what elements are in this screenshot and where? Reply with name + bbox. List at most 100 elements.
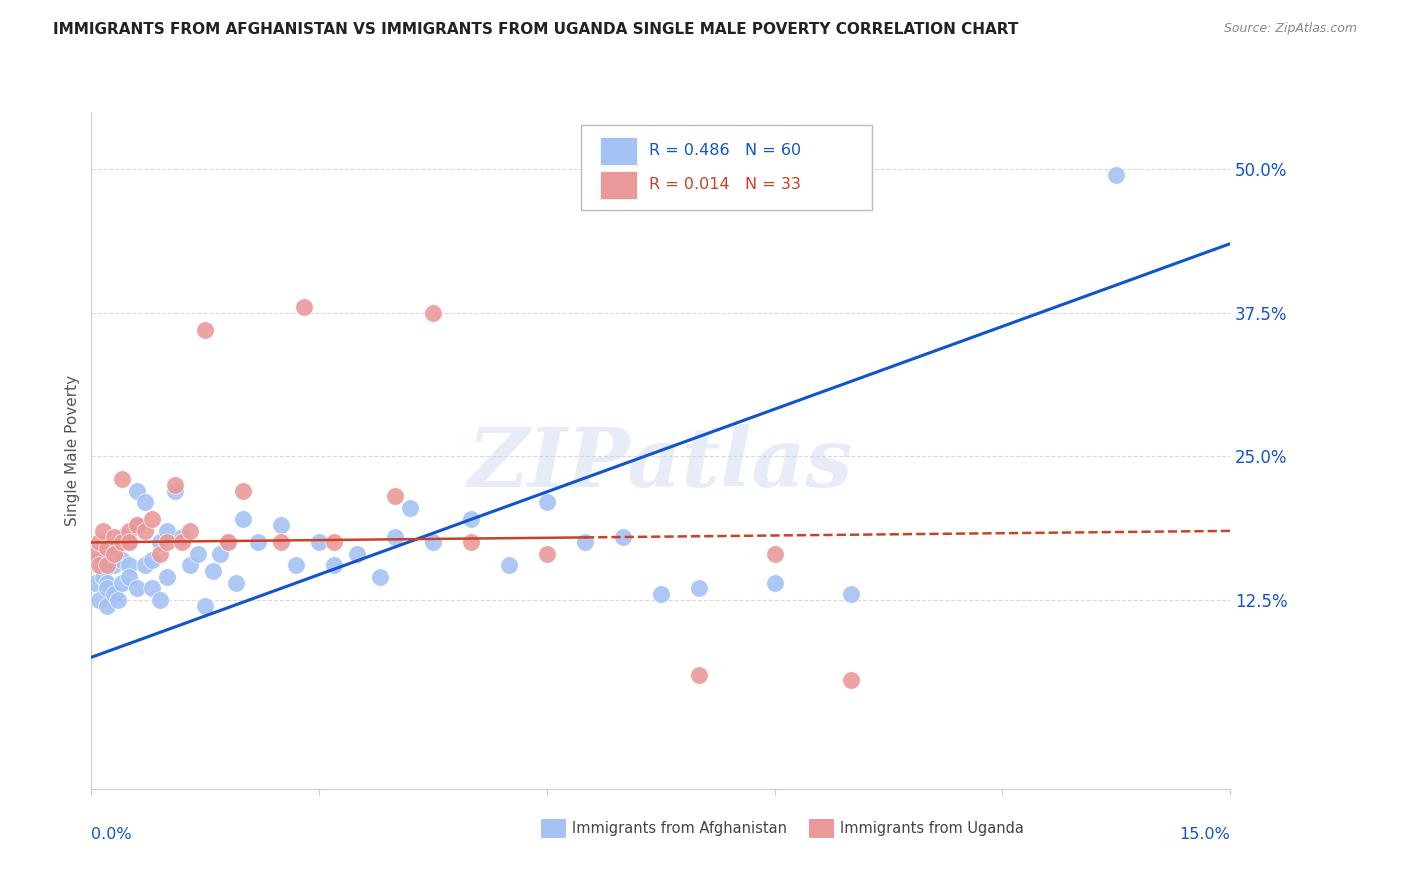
Point — [323, 535, 346, 549]
Point — [134, 524, 156, 538]
Point — [688, 582, 710, 596]
Point — [96, 582, 118, 596]
Point — [149, 547, 172, 561]
Point — [285, 558, 308, 573]
Point — [839, 587, 862, 601]
Point — [125, 483, 148, 498]
Point — [141, 582, 163, 596]
FancyBboxPatch shape — [581, 125, 872, 210]
Point — [96, 599, 118, 613]
Text: Source: ZipAtlas.com: Source: ZipAtlas.com — [1223, 22, 1357, 36]
Point — [292, 300, 315, 314]
Point — [87, 558, 110, 573]
Point — [118, 535, 141, 549]
Point — [125, 518, 148, 533]
Point — [217, 535, 239, 549]
Point — [87, 592, 110, 607]
Point — [91, 570, 114, 584]
Point — [422, 305, 444, 319]
Point — [91, 558, 114, 573]
Point — [141, 552, 163, 566]
Point — [118, 535, 141, 549]
Point — [98, 547, 121, 561]
Point — [270, 518, 292, 533]
Text: Immigrants from Afghanistan: Immigrants from Afghanistan — [572, 822, 787, 836]
Text: ZIPatlas: ZIPatlas — [468, 424, 853, 504]
Point — [368, 570, 391, 584]
Point — [1105, 168, 1128, 182]
Point — [125, 582, 148, 596]
Point — [134, 558, 156, 573]
Point — [187, 547, 209, 561]
Point — [179, 558, 201, 573]
Point — [141, 512, 163, 526]
Point — [125, 518, 148, 533]
Point — [232, 483, 254, 498]
Point — [763, 547, 786, 561]
Text: IMMIGRANTS FROM AFGHANISTAN VS IMMIGRANTS FROM UGANDA SINGLE MALE POVERTY CORREL: IMMIGRANTS FROM AFGHANISTAN VS IMMIGRANT… — [53, 22, 1019, 37]
Point — [134, 495, 156, 509]
Point — [96, 575, 118, 590]
Point — [87, 552, 110, 566]
Text: 0.0%: 0.0% — [91, 827, 132, 842]
Point — [91, 524, 114, 538]
Point — [107, 592, 129, 607]
Point — [172, 535, 194, 549]
Point — [209, 547, 232, 561]
FancyBboxPatch shape — [600, 136, 637, 165]
Point — [688, 667, 710, 681]
Point — [650, 587, 672, 601]
Point — [201, 564, 224, 578]
Point — [111, 552, 134, 566]
Point — [156, 570, 179, 584]
Point — [103, 547, 125, 561]
Point — [103, 530, 125, 544]
Point — [270, 535, 292, 549]
Point — [156, 535, 179, 549]
Point — [763, 575, 786, 590]
Point — [96, 541, 118, 555]
FancyBboxPatch shape — [541, 819, 567, 838]
Point — [308, 535, 330, 549]
Point — [839, 673, 862, 688]
Point — [172, 530, 194, 544]
Point — [399, 500, 422, 515]
FancyBboxPatch shape — [600, 171, 637, 200]
Point — [225, 575, 247, 590]
Point — [346, 547, 368, 561]
Point — [536, 495, 558, 509]
Point — [460, 535, 482, 549]
Point — [247, 535, 270, 549]
Point — [163, 478, 186, 492]
Point — [460, 512, 482, 526]
Point — [536, 547, 558, 561]
Point — [84, 547, 107, 561]
Point — [179, 524, 201, 538]
Point — [612, 530, 634, 544]
Text: 15.0%: 15.0% — [1180, 827, 1230, 842]
Text: R = 0.486   N = 60: R = 0.486 N = 60 — [650, 143, 801, 158]
Point — [323, 558, 346, 573]
Point — [163, 483, 186, 498]
Point — [84, 575, 107, 590]
Point — [118, 570, 141, 584]
Point — [498, 558, 520, 573]
Text: R = 0.014   N = 33: R = 0.014 N = 33 — [650, 178, 801, 192]
Point — [149, 592, 172, 607]
Point — [111, 575, 134, 590]
Point — [103, 541, 125, 555]
Point — [111, 530, 134, 544]
Text: Immigrants from Uganda: Immigrants from Uganda — [839, 822, 1024, 836]
Point — [87, 535, 110, 549]
Point — [232, 512, 254, 526]
Point — [156, 524, 179, 538]
Point — [194, 323, 217, 337]
Point — [111, 535, 134, 549]
Point — [96, 558, 118, 573]
Y-axis label: Single Male Poverty: Single Male Poverty — [65, 375, 80, 526]
Point — [149, 535, 172, 549]
Point — [111, 472, 134, 486]
Point — [217, 535, 239, 549]
Point — [118, 524, 141, 538]
Point — [118, 558, 141, 573]
